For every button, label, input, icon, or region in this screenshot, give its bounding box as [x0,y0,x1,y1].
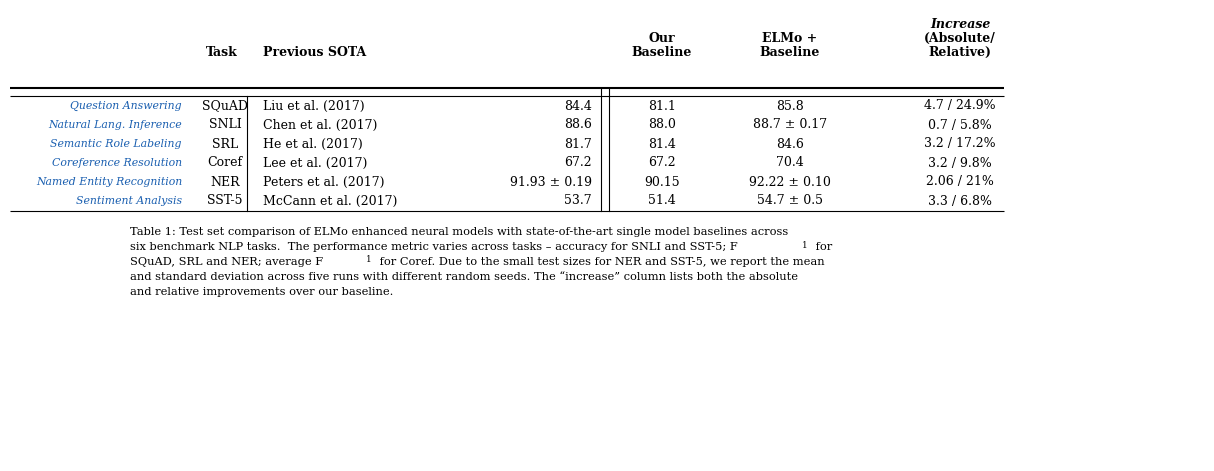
Text: and standard deviation across five runs with different random seeds. The “increa: and standard deviation across five runs … [130,272,798,282]
Text: Our: Our [648,32,675,44]
Text: and relative improvements over our baseline.: and relative improvements over our basel… [130,287,393,297]
Text: (Absolute/: (Absolute/ [924,32,995,44]
Text: SQuAD, SRL and NER; average F: SQuAD, SRL and NER; average F [130,257,323,267]
Text: 85.8: 85.8 [776,99,804,113]
Text: 3.2 / 9.8%: 3.2 / 9.8% [929,156,992,170]
Text: NER: NER [210,176,240,188]
Text: SQuAD: SQuAD [202,99,248,113]
Text: Question Answering: Question Answering [70,101,182,111]
Text: 51.4: 51.4 [648,195,676,208]
Text: 90.15: 90.15 [645,176,680,188]
Text: 1: 1 [365,255,371,265]
Text: Task: Task [206,46,238,58]
Text: Sentiment Analysis: Sentiment Analysis [75,196,182,206]
Text: 88.0: 88.0 [648,119,676,131]
Text: for Coref. Due to the small test sizes for NER and SST-5, we report the mean: for Coref. Due to the small test sizes f… [376,257,824,267]
Text: He et al. (2017): He et al. (2017) [263,138,363,151]
Text: 91.93 ± 0.19: 91.93 ± 0.19 [510,176,592,188]
Text: Chen et al. (2017): Chen et al. (2017) [263,119,378,131]
Text: Natural Lang. Inference: Natural Lang. Inference [49,120,182,130]
Text: Coreference Resolution: Coreference Resolution [52,158,182,168]
Text: 88.6: 88.6 [565,119,592,131]
Text: 3.3 / 6.8%: 3.3 / 6.8% [927,195,992,208]
Text: Coref: Coref [208,156,243,170]
Text: 2.06 / 21%: 2.06 / 21% [926,176,994,188]
Text: Lee et al. (2017): Lee et al. (2017) [263,156,368,170]
Text: 81.7: 81.7 [565,138,592,151]
Text: Peters et al. (2017): Peters et al. (2017) [263,176,385,188]
Text: 1: 1 [802,241,807,250]
Text: 81.1: 81.1 [648,99,676,113]
Text: 0.7 / 5.8%: 0.7 / 5.8% [929,119,992,131]
Text: Named Entity Recognition: Named Entity Recognition [35,177,182,187]
Text: McCann et al. (2017): McCann et al. (2017) [263,195,397,208]
Text: SST-5: SST-5 [208,195,243,208]
Text: 54.7 ± 0.5: 54.7 ± 0.5 [758,195,823,208]
Text: Increase: Increase [930,18,991,32]
Text: 88.7 ± 0.17: 88.7 ± 0.17 [753,119,827,131]
Text: 53.7: 53.7 [565,195,592,208]
Text: 70.4: 70.4 [776,156,804,170]
Text: Liu et al. (2017): Liu et al. (2017) [263,99,364,113]
Text: SNLI: SNLI [209,119,242,131]
Text: six benchmark NLP tasks.  The performance metric varies across tasks – accuracy : six benchmark NLP tasks. The performance… [130,242,738,252]
Text: Table 1: Test set comparison of ELMo enhanced neural models with state-of-the-ar: Table 1: Test set comparison of ELMo enh… [130,227,788,237]
Text: ELMo +: ELMo + [762,32,817,44]
Text: SRL: SRL [212,138,238,151]
Text: for: for [812,242,833,252]
Text: Baseline: Baseline [631,46,692,58]
Text: 67.2: 67.2 [648,156,676,170]
Text: 84.4: 84.4 [565,99,592,113]
Text: 67.2: 67.2 [565,156,592,170]
Text: 3.2 / 17.2%: 3.2 / 17.2% [924,138,995,151]
Text: Relative): Relative) [929,46,992,58]
Text: 4.7 / 24.9%: 4.7 / 24.9% [924,99,995,113]
Text: Baseline: Baseline [760,46,821,58]
Text: Semantic Role Labeling: Semantic Role Labeling [51,139,182,149]
Text: 81.4: 81.4 [648,138,676,151]
Text: 84.6: 84.6 [776,138,804,151]
Text: 92.22 ± 0.10: 92.22 ± 0.10 [749,176,830,188]
Text: Previous SOTA: Previous SOTA [263,46,367,58]
